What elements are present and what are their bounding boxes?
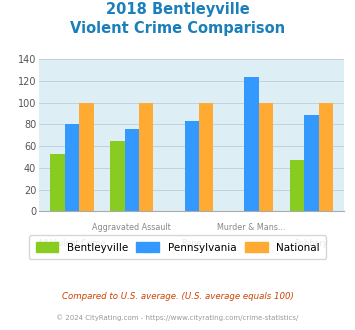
Bar [65, 124, 79, 211]
Bar [199, 103, 213, 211]
Text: Compared to U.S. average. (U.S. average equals 100): Compared to U.S. average. (U.S. average … [61, 292, 294, 301]
Text: Rape: Rape [181, 239, 202, 248]
Bar [259, 103, 273, 211]
Text: All Violent Crime: All Violent Crime [38, 239, 105, 248]
Bar [50, 154, 65, 211]
Bar [125, 129, 139, 211]
Text: Violent Crime Comparison: Violent Crime Comparison [70, 21, 285, 36]
Bar [185, 121, 199, 211]
Bar [318, 103, 333, 211]
Legend: Bentleyville, Pennsylvania, National: Bentleyville, Pennsylvania, National [29, 235, 326, 259]
Bar [110, 141, 125, 211]
Bar [139, 103, 153, 211]
Bar [304, 115, 318, 211]
Text: 2018 Bentleyville: 2018 Bentleyville [106, 2, 249, 16]
Bar [244, 77, 259, 211]
Text: Robbery: Robbery [295, 239, 328, 248]
Text: © 2024 CityRating.com - https://www.cityrating.com/crime-statistics/: © 2024 CityRating.com - https://www.city… [56, 314, 299, 321]
Text: Aggravated Assault: Aggravated Assault [92, 223, 171, 232]
Bar [290, 160, 304, 211]
Bar [79, 103, 93, 211]
Text: Murder & Mans...: Murder & Mans... [217, 223, 286, 232]
